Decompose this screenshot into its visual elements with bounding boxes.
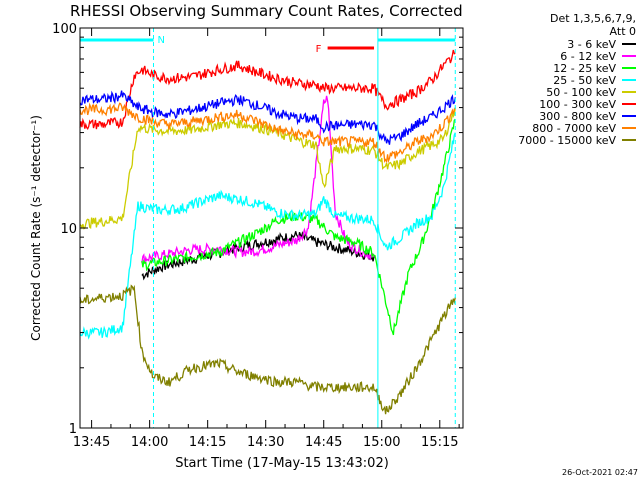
legend-entry-2: 12 - 25 keV (486, 61, 636, 75)
x-tick-label-1: 14:00 (131, 435, 168, 450)
legend: Det 1,3,5,6,7,9, Att 0 3 - 6 keV 6 - 12 k… (486, 12, 636, 147)
legend-entry-label: 6 - 12 keV (560, 49, 616, 63)
plot-frame (79, 27, 464, 429)
legend-entry-6: 300 - 800 keV (486, 109, 636, 123)
series-2-line (141, 118, 456, 336)
legend-entry-swatch (622, 103, 636, 105)
legend-entry-label: 12 - 25 keV (553, 61, 616, 75)
series-7-line (79, 102, 456, 164)
legend-entry-8: 7000 - 15000 keV (486, 133, 636, 147)
legend-entry-1: 6 - 12 keV (486, 49, 636, 63)
legend-entry-label: 300 - 800 keV (539, 109, 616, 123)
legend-header-attenuator: Att 0 (609, 25, 636, 38)
legend-entry-label: 50 - 100 keV (546, 85, 616, 99)
legend-entry-3: 25 - 50 keV (486, 73, 636, 87)
footer-timestamp: 26-Oct-2021 02:47 (562, 468, 638, 477)
legend-entry-swatch (622, 55, 636, 57)
x-tick-label-6: 15:15 (421, 435, 458, 450)
legend-entry-label: 25 - 50 keV (553, 73, 616, 87)
legend-entry-0: 3 - 6 keV (486, 37, 636, 51)
legend-entry-swatch (622, 43, 636, 45)
y-tick-label-2: 100 (52, 22, 77, 37)
legend-rows: 3 - 6 keV 6 - 12 keV 12 - 25 keV 25 - 50 ke… (486, 37, 636, 147)
legend-entry-swatch (622, 91, 636, 93)
legend-entry-swatch (622, 127, 636, 129)
legend-entry-label: 3 - 6 keV (567, 37, 616, 51)
legend-entry-7: 800 - 7000 keV (486, 121, 636, 135)
y-tick-label-1: 10 (60, 222, 77, 237)
flare-flag-label: F (316, 44, 322, 55)
legend-entry-swatch (622, 67, 636, 69)
series-5-line (79, 49, 456, 131)
series-3-line (79, 132, 456, 340)
legend-entry-swatch (622, 139, 636, 141)
legend-entry-label: 100 - 300 keV (539, 97, 616, 111)
chart-title: RHESSI Observing Summary Count Rates, Co… (70, 2, 463, 20)
x-tick-label-3: 14:30 (247, 435, 284, 450)
legend-entry-swatch (622, 115, 636, 117)
series-layer (79, 49, 456, 415)
y-tick-label-0: 1 (69, 422, 77, 437)
x-tick-label-4: 14:45 (305, 435, 342, 450)
series-8-line (79, 284, 456, 415)
x-tick-label-0: 13:45 (73, 435, 110, 450)
y-axis-label: Corrected Count Rate (s⁻¹ detector⁻¹) (29, 115, 43, 341)
legend-entry-label: 800 - 7000 keV (532, 121, 616, 135)
legend-entry-5: 100 - 300 keV (486, 97, 636, 111)
series-4-line (79, 107, 456, 230)
legend-entry-label: 7000 - 15000 keV (518, 133, 616, 147)
x-tick-label-5: 15:00 (363, 435, 400, 450)
axis-ticks: 13:45 14:00 14:15 14:30 14:45 15:00 15:15 1 10 10… (52, 22, 463, 450)
x-axis-label: Start Time (17-May-15 13:43:02) (175, 456, 389, 471)
series-0-line (141, 231, 375, 281)
x-tick-label-2: 14:15 (189, 435, 226, 450)
series-6-line (79, 90, 456, 145)
legend-entry-4: 50 - 100 keV (486, 85, 636, 99)
legend-entry-swatch (622, 79, 636, 81)
night-flag-label: N (158, 35, 165, 46)
legend-header-detectors: Det 1,3,5,6,7,9, (549, 12, 636, 25)
